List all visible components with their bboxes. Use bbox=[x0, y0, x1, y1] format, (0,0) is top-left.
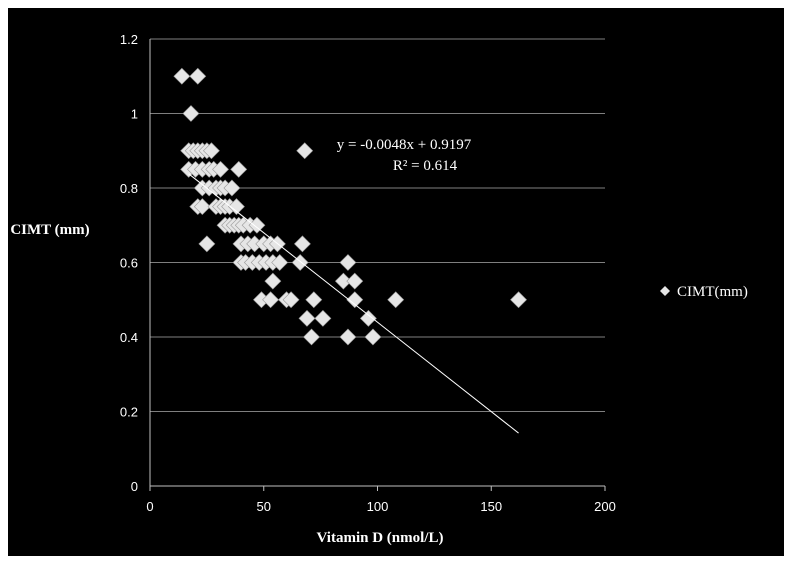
data-point bbox=[339, 328, 357, 346]
y-tick-label: 0.4 bbox=[120, 330, 138, 345]
y-tick-label: 0.8 bbox=[120, 181, 138, 196]
y-tick-label: 1 bbox=[131, 107, 138, 122]
data-point bbox=[334, 272, 352, 290]
data-point bbox=[228, 198, 245, 216]
data-point bbox=[203, 142, 220, 160]
data-point bbox=[346, 291, 364, 309]
data-point bbox=[314, 309, 332, 327]
scatter-chart: 0 0.2 0.4 0.6 0.8 1 1.2 0 50 100 150 200 y = -0.004… bbox=[10, 32, 748, 546]
trendline-r-squared: R² = 0.614 bbox=[393, 158, 458, 174]
x-tick-label: 150 bbox=[480, 499, 502, 514]
data-point bbox=[189, 67, 207, 85]
data-point bbox=[294, 235, 311, 253]
y-tick-label: 1.2 bbox=[120, 32, 138, 47]
trendline bbox=[188, 173, 519, 434]
data-point bbox=[264, 272, 282, 290]
data-point bbox=[298, 309, 316, 327]
tick-labels: 0 0.2 0.4 0.6 0.8 1 1.2 0 50 100 150 200 bbox=[120, 32, 616, 514]
data-point bbox=[305, 291, 323, 309]
data-point bbox=[193, 198, 211, 216]
data-point bbox=[282, 291, 300, 309]
data-point bbox=[387, 291, 405, 309]
trendline-equation: y = -0.0048x + 0.9197 bbox=[337, 137, 472, 153]
data-point bbox=[248, 216, 266, 234]
data-point bbox=[230, 160, 248, 178]
x-tick-label: 100 bbox=[367, 499, 389, 514]
y-tick-label: 0.2 bbox=[120, 405, 138, 420]
y-tick-label: 0.6 bbox=[120, 256, 138, 271]
data-point bbox=[339, 254, 357, 271]
x-tick-label: 50 bbox=[257, 499, 271, 514]
data-point bbox=[303, 328, 320, 346]
data-point bbox=[271, 254, 289, 271]
x-axis-title: Vitamin D (nmol/L) bbox=[317, 530, 444, 546]
data-point bbox=[296, 142, 314, 160]
data-point bbox=[182, 105, 200, 122]
x-tick-label: 0 bbox=[146, 499, 153, 514]
y-axis-title: CIMT (mm) bbox=[10, 222, 89, 238]
chart-area: 0 0.2 0.4 0.6 0.8 1 1.2 0 50 100 150 200 y = -0.004… bbox=[8, 8, 784, 556]
data-point bbox=[359, 309, 377, 327]
trendline-group bbox=[188, 173, 519, 434]
y-tick-label: 0 bbox=[131, 479, 138, 494]
data-point bbox=[346, 272, 364, 290]
x-tick-label: 200 bbox=[594, 499, 616, 514]
legend-marker bbox=[660, 286, 670, 296]
data-point bbox=[262, 291, 279, 309]
data-point bbox=[198, 235, 216, 253]
data-point bbox=[364, 328, 382, 346]
data-point bbox=[223, 179, 241, 197]
data-point bbox=[212, 160, 229, 178]
data-points bbox=[173, 67, 527, 346]
legend: CIMT(mm) bbox=[660, 284, 748, 300]
gridlines bbox=[149, 38, 606, 491]
data-point bbox=[173, 67, 191, 85]
data-point bbox=[510, 291, 527, 309]
legend-label: CIMT(mm) bbox=[677, 284, 748, 300]
